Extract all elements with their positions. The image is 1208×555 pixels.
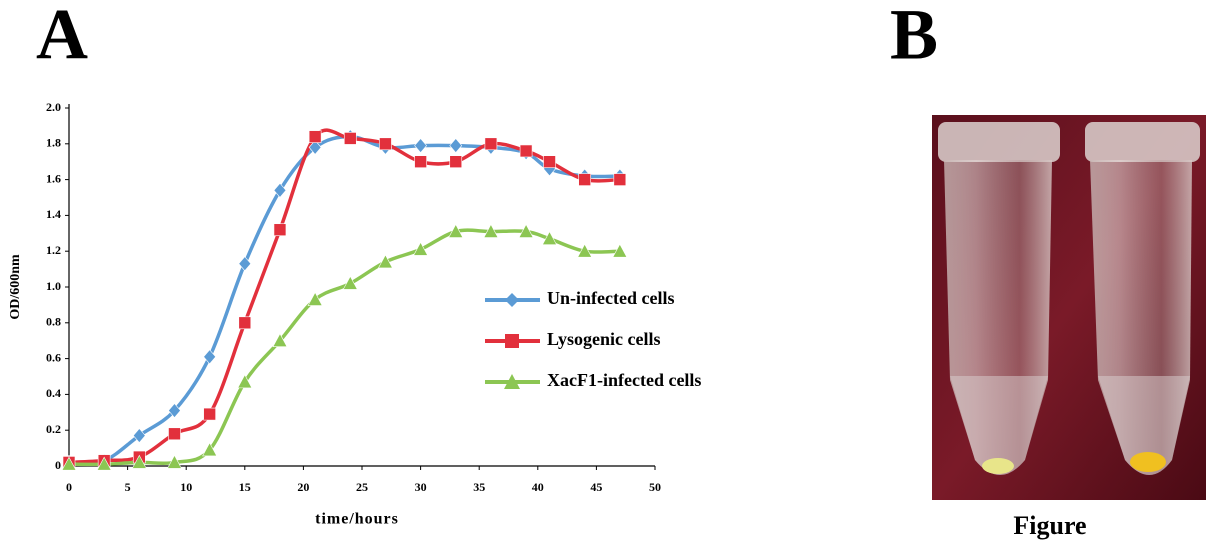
data-point: [520, 145, 532, 157]
data-point: [239, 257, 251, 271]
x-axis-title: time/hours: [315, 511, 399, 528]
y-tick-label: 0.2: [46, 422, 61, 436]
x-tick-label: 45: [590, 480, 602, 494]
legend-label: Lysogenic cells: [547, 329, 661, 349]
figure: A B Figure 0 0.2 0.4 0.6 0.8 1.0 1.2 1.4 1.6 1.8 2…: [0, 0, 1208, 550]
x-tick-label: 20: [297, 480, 309, 494]
data-point: [343, 276, 357, 289]
series-line: [69, 130, 620, 462]
x-tick-label: 30: [415, 480, 427, 494]
data-point: [379, 138, 391, 150]
y-tick-label: 0: [55, 458, 61, 472]
x-tick-label: 10: [180, 480, 192, 494]
legend-label: XacF1-infected cells: [547, 370, 701, 390]
y-tick-label: 1.6: [46, 171, 61, 185]
x-tick-label: 35: [473, 480, 485, 494]
y-tick-label: 1.0: [46, 279, 61, 293]
x-tick-label: 15: [239, 480, 251, 494]
y-tick-label: 1.8: [46, 136, 61, 150]
caption: Figure: [1013, 511, 1086, 540]
panel-label: B: [890, 0, 938, 75]
x-tick-label: 5: [125, 480, 131, 494]
photo: [932, 115, 1206, 500]
x-tick-label: 40: [532, 480, 544, 494]
data-point: [168, 428, 180, 440]
legend-marker: [505, 293, 519, 307]
data-point: [544, 156, 556, 168]
x-tick-label: 25: [356, 480, 368, 494]
data-point: [274, 224, 286, 236]
y-tick-label: 0.6: [46, 350, 61, 364]
data-point: [239, 317, 251, 329]
data-point: [309, 131, 321, 143]
legend-marker: [505, 334, 519, 348]
panel-label: A: [36, 0, 88, 75]
x-tick-label: 0: [66, 480, 72, 494]
data-point: [450, 156, 462, 168]
data-point: [415, 139, 427, 153]
data-point: [415, 156, 427, 168]
data-point: [344, 132, 356, 144]
data-point: [485, 138, 497, 150]
page: {"panel_labels": ["A", "B"], "caption": …: [0, 0, 1208, 555]
x-tick-label: 50: [649, 480, 661, 494]
y-tick-label: 0.4: [46, 386, 61, 400]
y-axis-title: OD/600nm: [8, 254, 23, 320]
data-point: [579, 174, 591, 186]
y-tick-label: 2.0: [46, 100, 61, 114]
y-tick-label: 1.2: [46, 243, 61, 257]
data-point: [204, 408, 216, 420]
data-point: [450, 139, 462, 153]
y-tick-label: 1.4: [46, 207, 61, 221]
data-point: [614, 174, 626, 186]
y-tick-label: 0.8: [46, 315, 61, 329]
legend-label: Un-infected cells: [547, 288, 674, 308]
